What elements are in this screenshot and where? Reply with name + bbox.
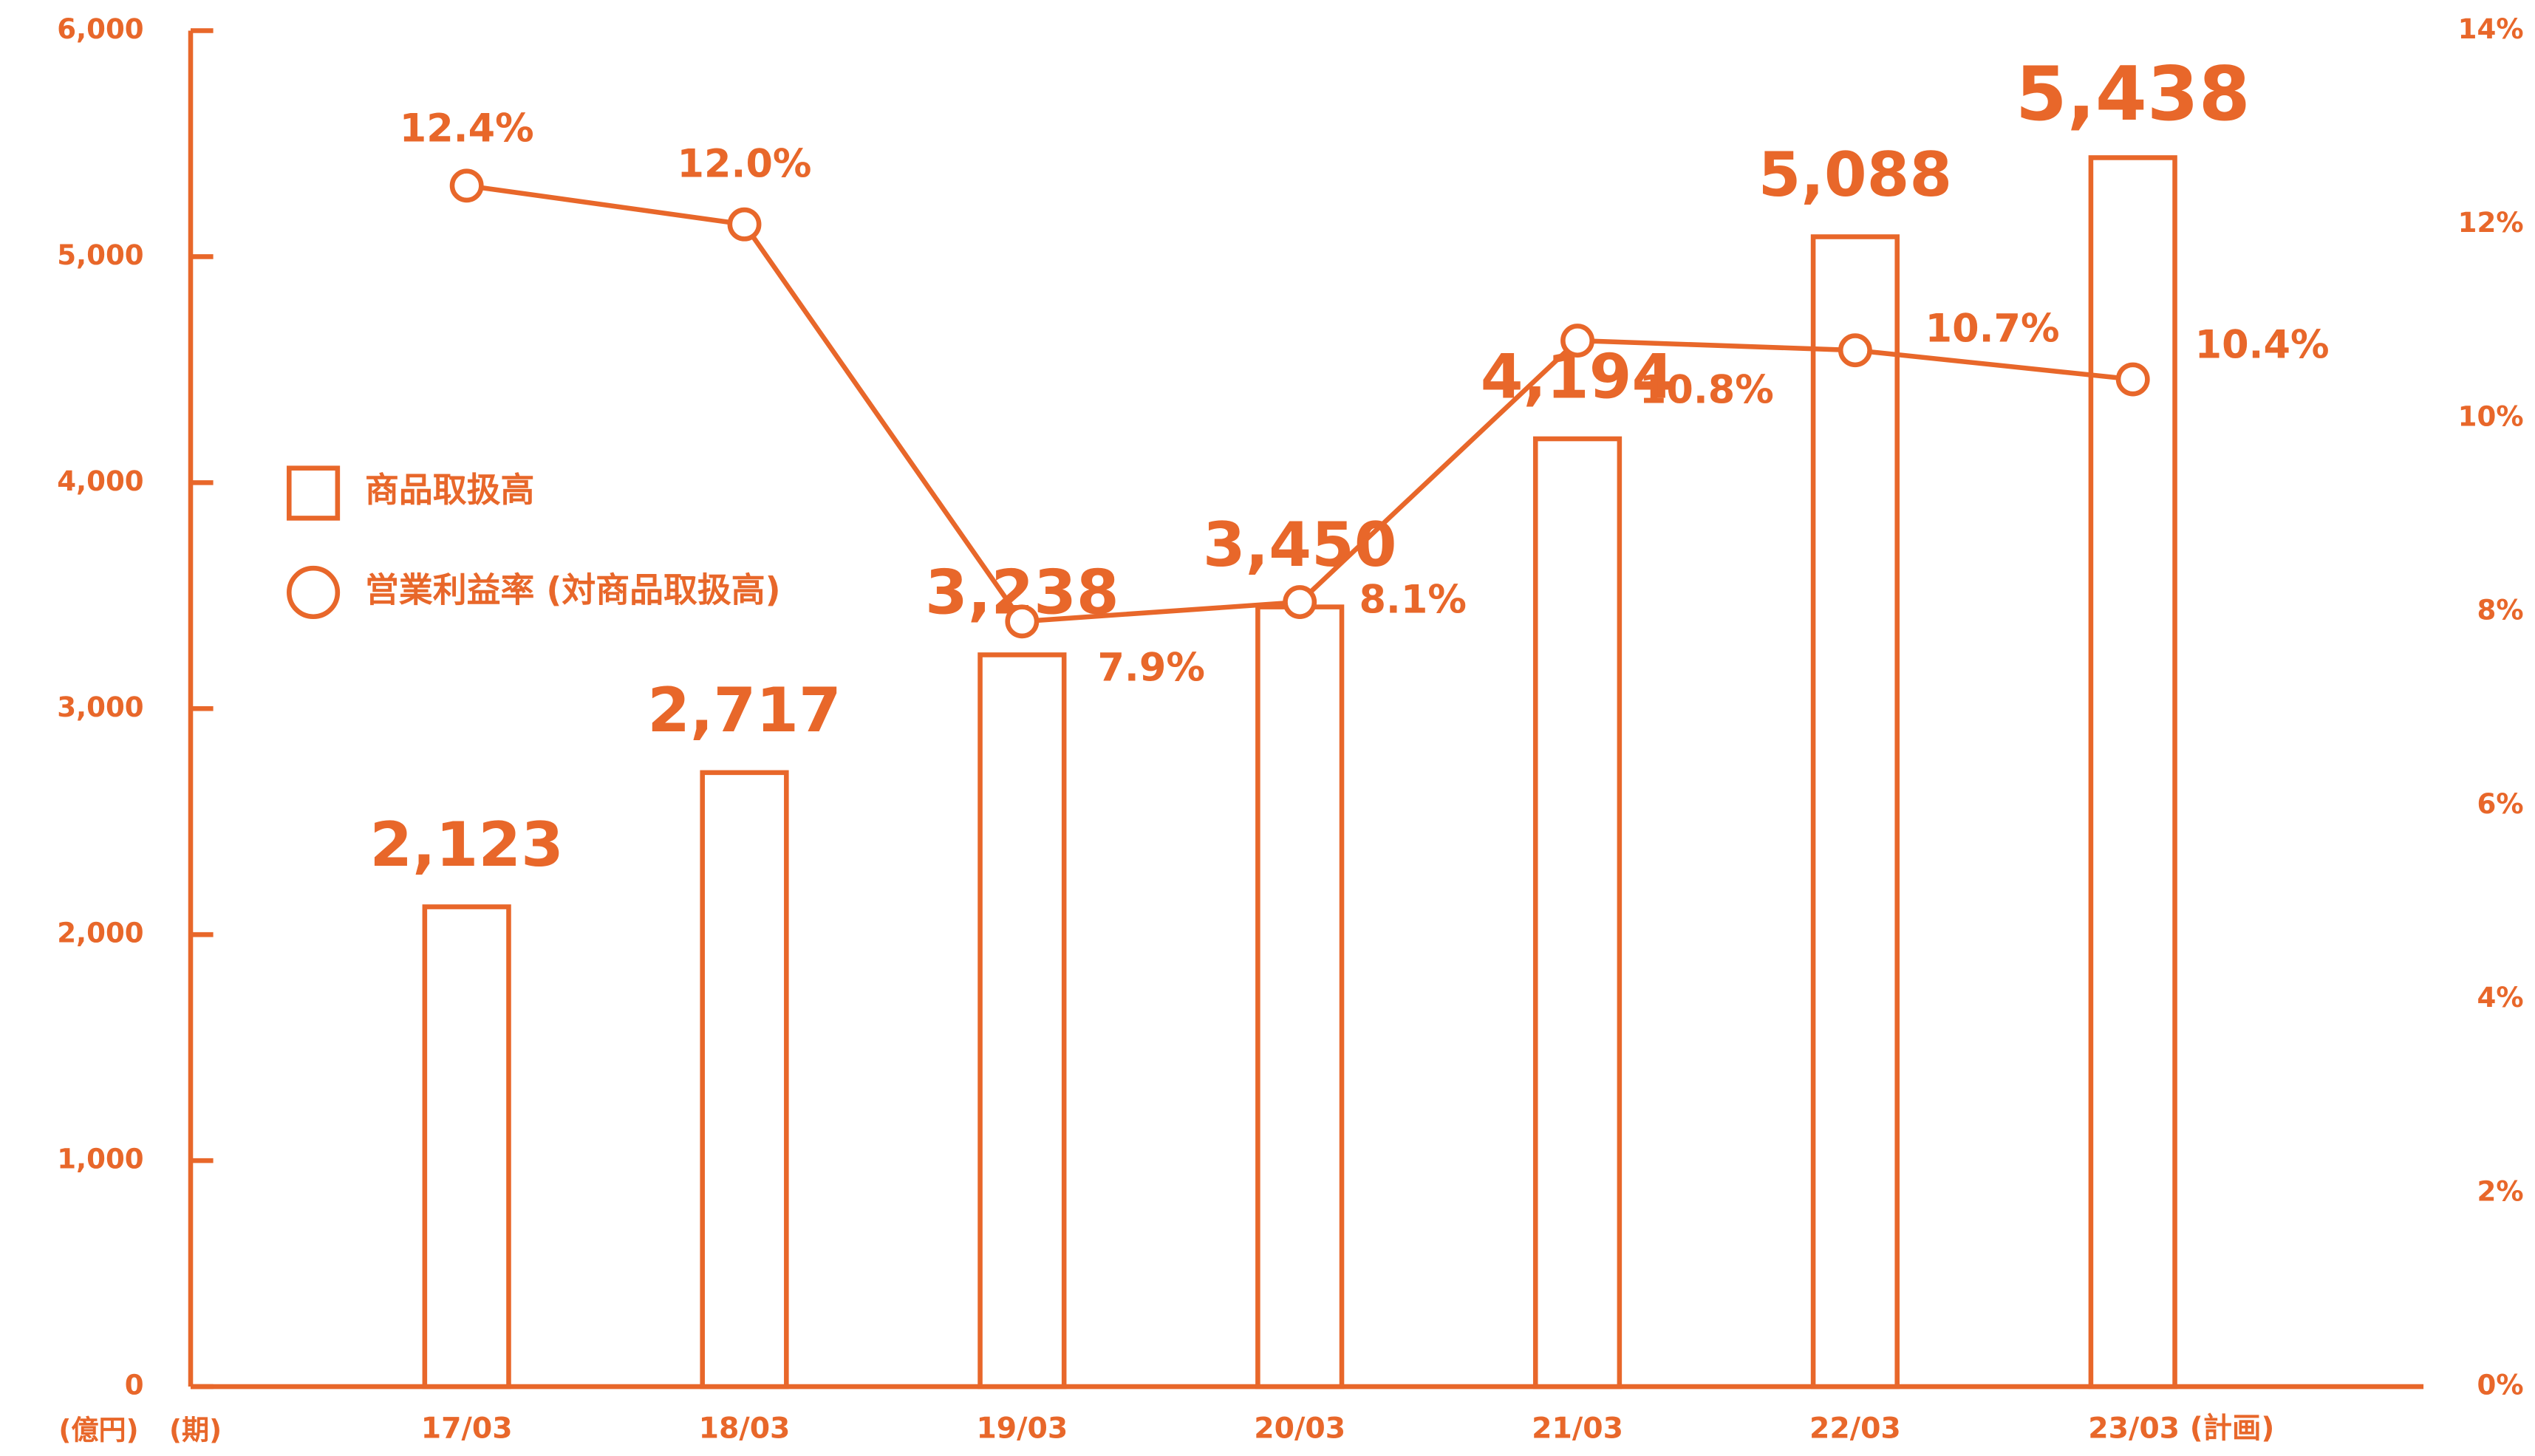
y-tick-label: 2,000 [57, 917, 143, 949]
x-tick-label: 19/03 [976, 1412, 1068, 1446]
y-tick-label: 1,000 [57, 1144, 143, 1175]
x-tick-label: 18/03 [699, 1412, 791, 1446]
y2-tick-label: 14% [2458, 13, 2524, 45]
bar-value-label: 5,438 [2016, 51, 2251, 137]
y2-tick-label: 4% [2477, 982, 2524, 1014]
rate-point [2115, 362, 2150, 397]
y2-tick-label: 0% [2477, 1370, 2524, 1401]
x-tick-label: 20/03 [1254, 1412, 1345, 1446]
y2-tick-label: 12% [2458, 207, 2524, 239]
y2-tick-label: 10% [2458, 400, 2524, 432]
bar-value-label: 2,717 [647, 674, 842, 746]
y-tick-label: 5,000 [57, 239, 143, 271]
y2-tick-label: 2% [2477, 1175, 2524, 1207]
x-tick-label: 23/03 (計画) [2088, 1412, 2274, 1446]
y-tick-label: 3,000 [57, 691, 143, 723]
x-tick-label: 21/03 [1532, 1412, 1623, 1446]
rate-point [1560, 324, 1594, 358]
rate-value-label: 10.7% [1925, 307, 2060, 352]
bar-value-label: 5,088 [1758, 139, 1953, 211]
bar [1810, 234, 1900, 1390]
rate-point [449, 168, 484, 203]
y-tick-label: 0 [125, 1370, 144, 1401]
x-unit-label: (期) [169, 1415, 222, 1446]
bar [422, 904, 511, 1390]
legend-line-swatch [287, 565, 341, 620]
rate-value-label: 10.8% [1640, 368, 1774, 413]
x-tick-label: 22/03 [1809, 1412, 1901, 1446]
y2-tick-label: 6% [2477, 788, 2524, 820]
bar [1255, 604, 1345, 1390]
legend-entry: 商品取扱高 [365, 470, 534, 510]
y-unit-label: (億円) [58, 1415, 138, 1446]
rate-value-label: 12.4% [400, 106, 534, 151]
bar [2088, 155, 2177, 1390]
bar [1532, 436, 1623, 1390]
bar-value-label: 2,123 [369, 809, 564, 881]
bar [700, 770, 789, 1390]
rate-value-label: 12.0% [678, 142, 812, 187]
bar-value-label: 3,450 [1203, 509, 1397, 581]
rate-point [1838, 333, 1872, 368]
x-tick-label: 17/03 [421, 1412, 513, 1446]
rate-point [1283, 585, 1317, 620]
rate-value-label: 10.4% [2195, 322, 2330, 367]
bar [978, 652, 1067, 1390]
rate-point [727, 207, 762, 242]
rate-value-label: 7.9% [1097, 645, 1204, 690]
rate-point [1005, 604, 1040, 639]
y-tick-label: 4,000 [57, 465, 143, 497]
rate-value-label: 8.1% [1359, 578, 1466, 623]
legend-entry: 営業利益率 (対商品取扱高) [365, 570, 781, 609]
y-tick-label: 6,000 [57, 13, 143, 45]
y2-tick-label: 8% [2477, 595, 2524, 626]
legend-bar-swatch [287, 465, 341, 521]
